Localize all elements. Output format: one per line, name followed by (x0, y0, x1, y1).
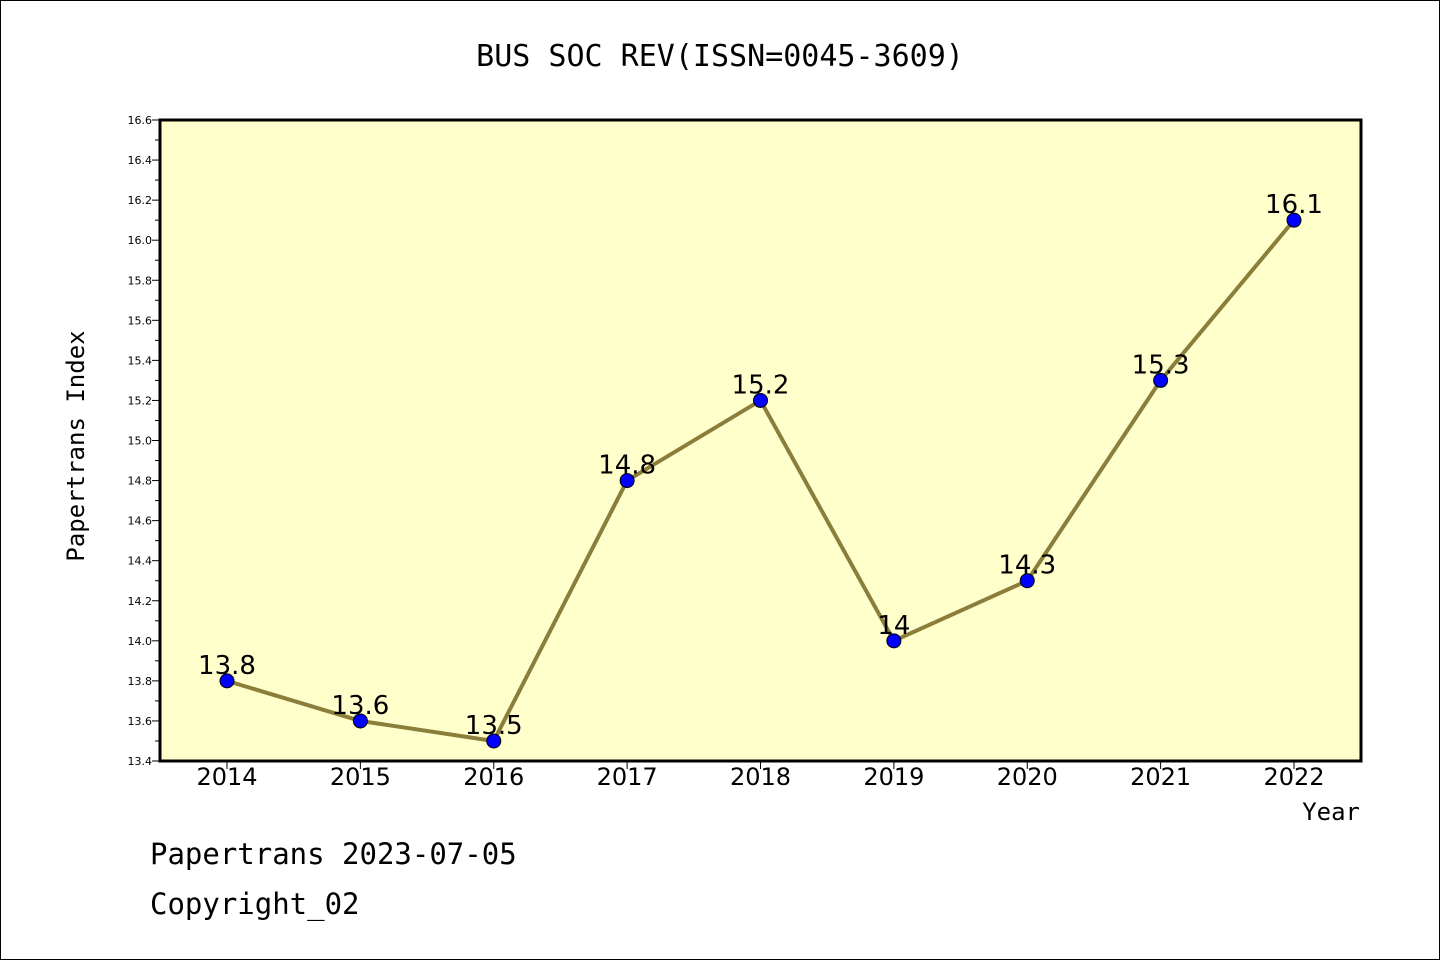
x-axis: 2014 2015 2016 2017 2018 2019 2020 2021 2022 (196, 761, 1325, 791)
y-tick-label: 15.6 (128, 314, 153, 327)
data-point (1019, 573, 1035, 589)
data-label: 14.8 (598, 451, 656, 481)
data-label: 13.8 (198, 651, 256, 681)
data-point (352, 713, 368, 729)
x-tick-label: 2014 (196, 763, 257, 791)
x-tick-label: 2016 (463, 763, 524, 791)
x-tick-label: 2022 (1263, 763, 1324, 791)
data-point (1286, 212, 1302, 228)
y-tick-label: 15.4 (128, 354, 153, 367)
data-label: 15.2 (732, 370, 790, 400)
y-tick-label: 16.4 (128, 154, 153, 167)
x-axis-label: Year (1302, 798, 1360, 826)
footer-date: Papertrans 2023-07-05 (150, 837, 517, 871)
y-tick-label: 15.2 (128, 394, 153, 407)
footer-copyright: Copyright_02 (150, 887, 360, 922)
y-tick-label: 14.2 (128, 595, 153, 608)
x-tick-label: 2019 (863, 763, 924, 791)
data-point (486, 733, 502, 749)
data-point (753, 392, 768, 408)
data-label: 14.3 (998, 551, 1056, 581)
x-tick-label: 2021 (1130, 763, 1191, 791)
data-label: 16.1 (1265, 190, 1323, 220)
data-label: 14 (877, 611, 910, 641)
data-point (886, 633, 902, 649)
x-tick-label: 2020 (997, 763, 1058, 791)
y-tick-label: 16.2 (128, 194, 153, 207)
x-tick-label: 2017 (597, 763, 658, 791)
data-point (219, 673, 235, 689)
x-tick-label: 2018 (730, 763, 791, 791)
y-tick-label: 14.8 (128, 475, 153, 488)
data-label: 13.6 (331, 691, 389, 721)
plot-area (158, 118, 1363, 763)
y-tick-label: 14.0 (128, 635, 153, 648)
y-tick-label: 14.6 (128, 515, 153, 528)
y-axis-label: Papertrans Index (62, 330, 90, 561)
y-tick-label: 16.0 (128, 234, 153, 247)
data-label: 15.3 (1132, 350, 1190, 380)
data-point (619, 473, 635, 489)
y-tick-label: 13.4 (128, 755, 153, 768)
data-label: 13.5 (465, 711, 523, 741)
y-tick-label: 15.0 (128, 435, 153, 448)
chart-title: BUS SOC REV(ISSN=0045-3609) (476, 39, 964, 74)
y-tick-label: 14.4 (128, 555, 153, 568)
y-tick-label: 13.6 (128, 715, 153, 728)
y-tick-label: 16.6 (128, 114, 153, 127)
y-tick-label: 13.8 (128, 675, 153, 688)
data-point (1153, 372, 1169, 388)
series-group: 13.8 13.6 13.5 14.8 15.2 14 14.3 15.3 16.1 (198, 190, 1323, 749)
y-axis: 13.4 13.6 13.8 14.0 14.2 14.4 14.6 14.8 15.0 15.2… (128, 114, 160, 768)
y-tick-label: 15.8 (128, 274, 153, 287)
x-tick-label: 2015 (330, 763, 391, 791)
